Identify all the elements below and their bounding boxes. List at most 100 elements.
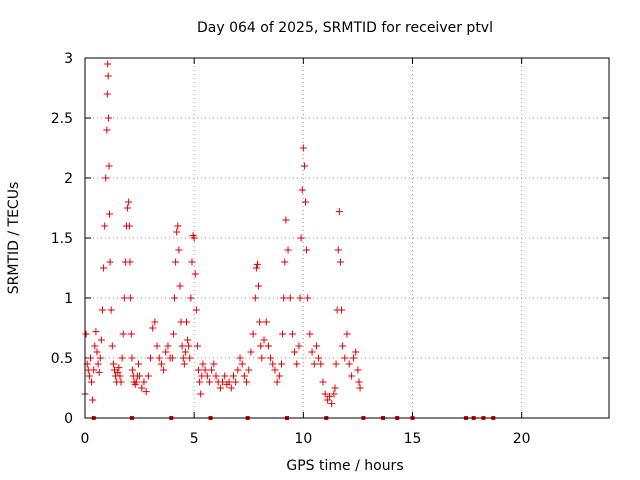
data-point xyxy=(105,210,113,218)
data-point xyxy=(169,330,177,338)
data-point xyxy=(86,354,94,362)
data-point xyxy=(192,306,200,314)
data-point xyxy=(93,348,101,356)
data-point xyxy=(134,360,142,368)
data-point xyxy=(219,378,227,386)
data-point xyxy=(172,258,180,266)
y-tick-label: 2 xyxy=(64,171,73,187)
data-point xyxy=(114,368,122,376)
data-point xyxy=(157,360,165,368)
data-point xyxy=(149,324,157,332)
data-point xyxy=(281,258,289,266)
data-point xyxy=(253,260,261,268)
x-tick-label: 10 xyxy=(294,431,312,447)
data-point xyxy=(312,342,320,350)
data-point xyxy=(151,318,159,326)
data-point xyxy=(118,354,126,362)
data-point xyxy=(229,372,237,380)
data-point xyxy=(251,294,259,302)
data-point xyxy=(175,246,183,254)
data-point xyxy=(258,354,266,362)
data-point xyxy=(115,364,123,372)
data-point xyxy=(155,354,163,362)
data-point xyxy=(319,378,327,386)
data-point xyxy=(97,336,105,344)
data-point xyxy=(120,294,128,302)
data-point xyxy=(288,330,296,338)
data-point xyxy=(105,114,113,122)
data-point xyxy=(299,144,307,152)
data-point xyxy=(315,354,323,362)
data-point xyxy=(350,354,358,362)
data-point xyxy=(116,372,124,380)
data-point xyxy=(195,366,203,374)
data-point xyxy=(128,354,136,362)
data-point xyxy=(282,216,290,224)
data-point xyxy=(102,174,110,182)
data-point xyxy=(127,330,135,338)
data-point xyxy=(91,342,99,350)
data-point xyxy=(105,162,113,170)
data-point xyxy=(188,258,196,266)
data-point xyxy=(190,234,198,242)
data-point xyxy=(260,336,268,344)
data-point xyxy=(193,342,201,350)
data-point xyxy=(310,360,318,368)
data-point xyxy=(323,396,331,404)
data-point xyxy=(104,72,112,80)
data-point xyxy=(300,162,308,170)
data-point xyxy=(234,366,242,374)
data-point xyxy=(179,354,187,362)
data-point xyxy=(347,372,355,380)
data-point xyxy=(295,342,303,350)
data-point xyxy=(331,384,339,392)
data-point xyxy=(197,390,205,398)
data-point xyxy=(125,198,133,206)
data-point xyxy=(168,354,176,362)
data-point xyxy=(247,348,255,356)
y-tick-label: 0 xyxy=(64,411,73,427)
data-point xyxy=(257,342,265,350)
data-point xyxy=(181,348,189,356)
data-point xyxy=(180,360,188,368)
data-point xyxy=(174,222,182,230)
data-point xyxy=(162,348,170,356)
data-point xyxy=(138,384,146,392)
x-tick-label: 0 xyxy=(81,431,90,447)
chart-title: Day 064 of 2025, SRMTID for receiver ptv… xyxy=(197,20,493,36)
data-point xyxy=(271,366,279,374)
x-tick-label: 20 xyxy=(513,431,531,447)
data-point xyxy=(187,294,195,302)
plot-frame xyxy=(84,57,610,419)
data-point xyxy=(106,258,114,266)
data-point xyxy=(336,258,344,266)
data-point xyxy=(255,282,263,290)
data-point xyxy=(108,342,116,350)
y-tick-label: 0.5 xyxy=(51,351,73,367)
data-point xyxy=(304,294,312,302)
data-point xyxy=(117,378,125,386)
data-point xyxy=(280,294,288,302)
data-point xyxy=(126,258,134,266)
data-point xyxy=(178,342,186,350)
data-point xyxy=(147,354,154,362)
data-point xyxy=(308,348,316,356)
data-point xyxy=(89,396,97,404)
data-point xyxy=(101,222,109,230)
data-point xyxy=(109,360,117,368)
data-point xyxy=(267,354,275,362)
data-point xyxy=(119,330,127,338)
data-point xyxy=(330,390,338,398)
data-point xyxy=(196,378,204,386)
y-axis-ticks: 0 0.5 1 1.5 2 2.5 3 xyxy=(51,51,609,427)
data-point xyxy=(85,372,93,380)
data-point xyxy=(103,90,111,98)
data-point xyxy=(96,354,104,362)
data-point xyxy=(203,372,211,380)
data-point xyxy=(286,294,294,302)
data-point xyxy=(240,372,248,380)
data-point xyxy=(82,330,90,338)
data-point xyxy=(210,360,218,368)
data-point xyxy=(343,330,351,338)
